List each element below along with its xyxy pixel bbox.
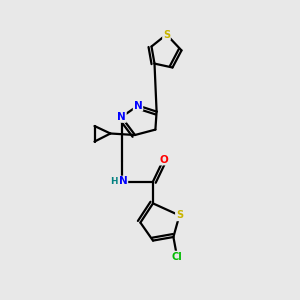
Text: H: H — [110, 177, 118, 186]
Text: Cl: Cl — [172, 251, 182, 262]
Text: N: N — [117, 112, 126, 122]
Text: N: N — [118, 176, 127, 187]
Text: S: S — [176, 210, 183, 220]
Text: N: N — [134, 100, 142, 111]
Text: S: S — [163, 29, 170, 40]
Text: O: O — [159, 154, 168, 165]
